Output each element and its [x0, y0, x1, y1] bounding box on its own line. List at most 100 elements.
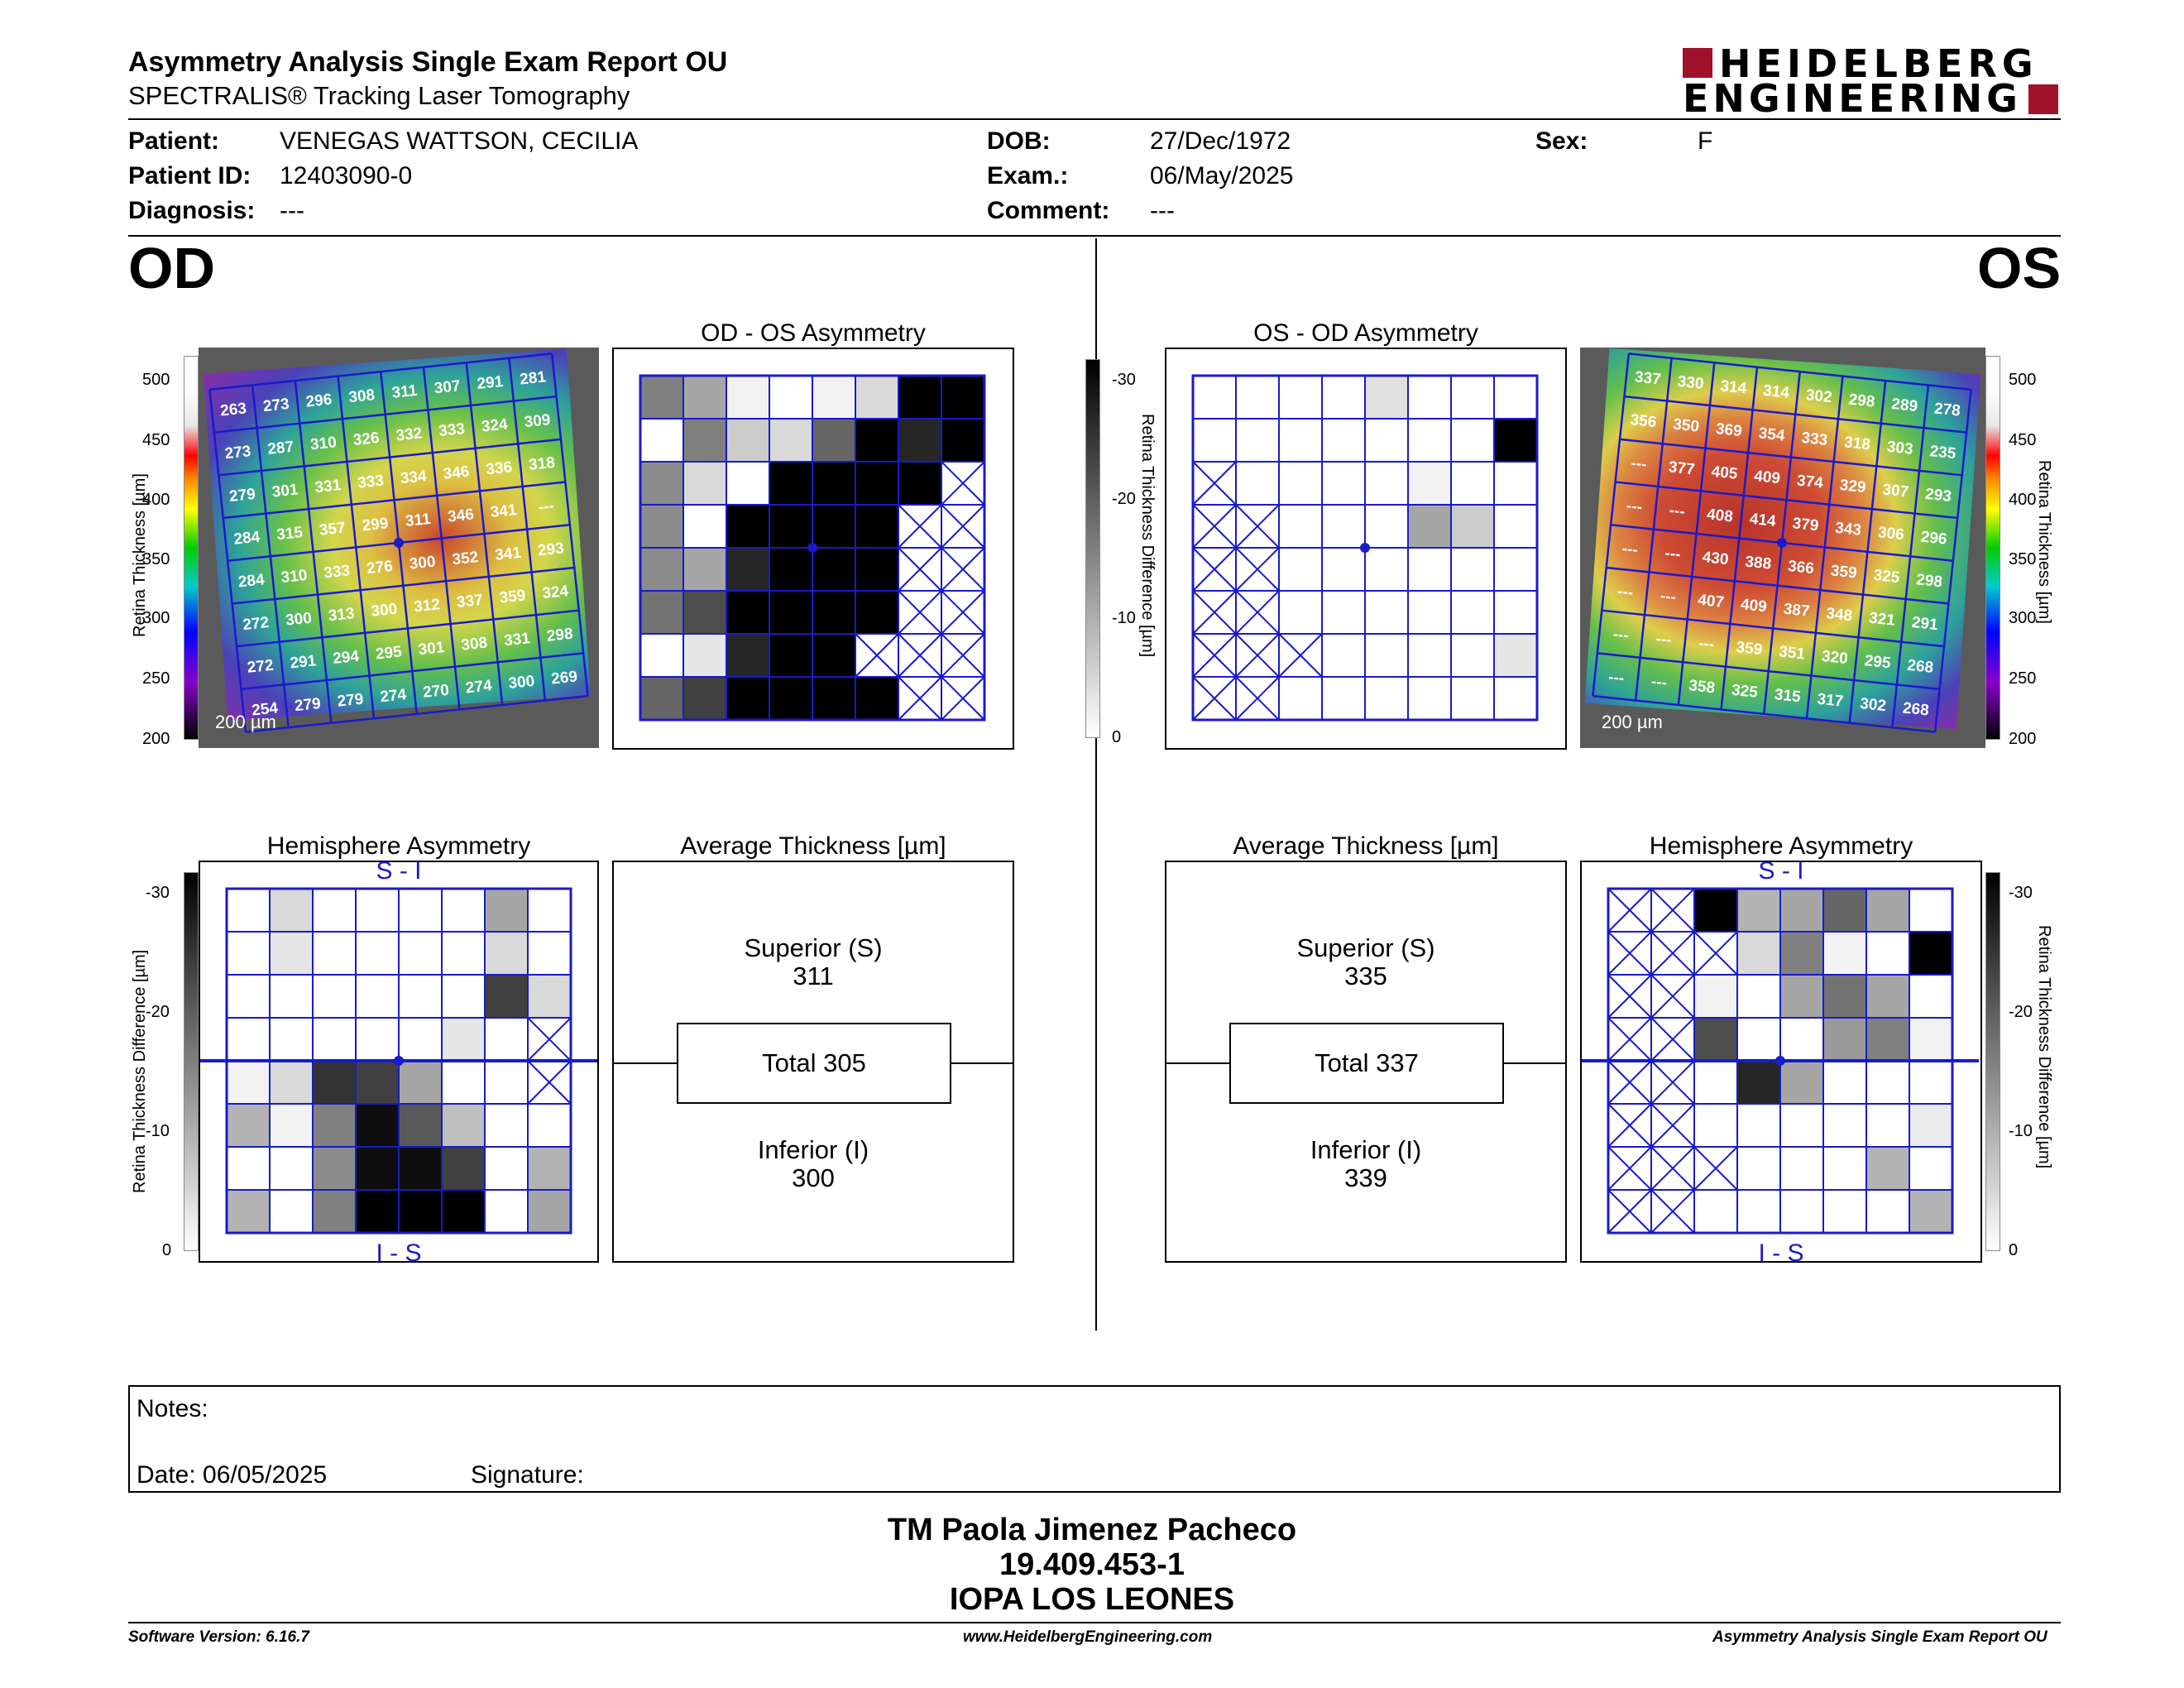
os-thick-value: 374 — [1796, 472, 1824, 492]
os-hemi-cell — [1736, 974, 1781, 1019]
exam-label: Exam.: — [987, 162, 1069, 189]
od-thick-value: 308 — [347, 386, 376, 406]
os-thick-value: 325 — [1731, 682, 1759, 702]
signer-id: 19.409.453-1 — [999, 1547, 1185, 1582]
patient-id-label: Patient ID: — [128, 162, 251, 189]
os-thick-value: 359 — [1830, 562, 1858, 582]
od-hemi-cell — [441, 931, 486, 976]
os-avg-title: Average Thickness [µm] — [1233, 832, 1499, 860]
od-hemi-tick-0: 0 — [162, 1241, 172, 1259]
os-asym-cell — [1493, 633, 1538, 678]
os-thick-value: 306 — [1877, 524, 1905, 544]
report-title: Asymmetry Analysis Single Exam Report OU — [128, 46, 728, 78]
os-asym-cell — [1321, 418, 1366, 463]
os-inferior-value: 339 — [1344, 1163, 1387, 1192]
od-thick-value: 301 — [271, 481, 299, 501]
od-asym-cell — [726, 676, 770, 721]
os-hemi-cell — [1779, 931, 1824, 976]
od-thick-value: 295 — [375, 643, 403, 663]
od-hemi-cell — [484, 1103, 529, 1148]
footer-report-name: Asymmetry Analysis Single Exam Report OU — [1712, 1628, 2048, 1646]
od-asym-cell — [769, 504, 813, 549]
od-hemi-cell — [484, 974, 529, 1019]
os-asym-fovea-dot — [1360, 543, 1370, 553]
od-thick-value: 301 — [418, 639, 446, 659]
os-thick-value: 235 — [1929, 443, 1957, 463]
od-thick-value: 279 — [337, 691, 365, 711]
od-hemi-cell — [269, 931, 314, 976]
od-hemi-cell — [355, 1146, 400, 1191]
os-hemi-cell — [1736, 1060, 1781, 1105]
od-asym-cell — [639, 547, 684, 592]
od-asym-cell — [855, 676, 899, 721]
os-thick-value: 278 — [1933, 400, 1961, 420]
od-hemi-cell — [226, 1146, 271, 1191]
os-thick-value: 366 — [1787, 558, 1815, 578]
od-asym-cell — [769, 418, 813, 463]
diff-tick-top-30: -30 — [1112, 371, 1136, 389]
os-hemi-panel: S - I I - S — [1580, 857, 1982, 1267]
od-asym-cell-excluded — [898, 633, 942, 678]
od-asym-cell-excluded — [941, 590, 985, 635]
od-scale-label: 200 µm — [215, 712, 276, 732]
os-hemi-cell — [1822, 1017, 1867, 1062]
os-thick-value: 330 — [1677, 373, 1705, 393]
os-thick-tick-350: 350 — [2009, 550, 2037, 568]
notes-box[interactable]: Notes: Date: 06/05/2025 Signature: — [128, 1385, 2061, 1493]
od-thick-value: 357 — [318, 520, 347, 539]
os-thick-value: 388 — [1744, 554, 1772, 573]
od-thick-value: 279 — [228, 486, 256, 506]
os-thick-tick-300: 300 — [2009, 609, 2037, 627]
os-asym-cell — [1493, 461, 1538, 506]
os-asym-cell-excluded — [1192, 633, 1237, 678]
os-asym-cell — [1192, 418, 1237, 463]
os-thick-fovea-dot — [1777, 538, 1787, 548]
os-hemi-cell — [1866, 974, 1910, 1019]
os-thick-value: 333 — [1800, 429, 1828, 449]
od-hemi-cell — [312, 888, 357, 933]
od-thick-value: 326 — [352, 429, 381, 449]
os-asym-cell — [1450, 418, 1495, 463]
os-thick-value: 350 — [1672, 416, 1700, 436]
od-hemi-cell — [441, 974, 486, 1019]
os-hemi-title: Hemisphere Asymmetry — [1649, 832, 1913, 860]
od-thick-value: 324 — [541, 583, 569, 602]
os-asym-cell — [1450, 676, 1495, 721]
logo-line1: HEIDELBERG — [1719, 41, 2038, 86]
os-hemi-cell — [1822, 974, 1867, 1019]
od-thick-value: 315 — [275, 524, 304, 544]
od-thick-value: 300 — [285, 610, 313, 630]
od-thick-value: 334 — [400, 468, 428, 487]
os-thick-value: 377 — [1668, 458, 1696, 478]
os-hemi-cell — [1866, 1146, 1910, 1191]
od-hemi-cell — [226, 931, 271, 976]
os-asym-cell — [1450, 590, 1495, 635]
os-thickness-axis-label: Retina Thickness [µm] — [2035, 460, 2053, 624]
os-asym-cell-excluded — [1235, 590, 1280, 635]
od-thick-value: 307 — [433, 377, 462, 397]
os-thick-value: 296 — [1920, 529, 1948, 549]
os-hemi-cell-excluded — [1650, 931, 1695, 976]
od-asym-cell — [682, 590, 727, 635]
od-hemi-cell — [398, 1017, 443, 1062]
os-thick-value: --- — [1607, 669, 1625, 688]
od-hemi-cell — [484, 931, 529, 976]
os-thick-value: 314 — [1719, 377, 1747, 397]
od-asym-cell — [726, 461, 770, 506]
od-asym-cell — [726, 590, 770, 635]
os-asym-cell — [1364, 676, 1409, 721]
od-hemi-cell — [226, 888, 271, 933]
os-total-box: Total 337 — [1229, 1023, 1504, 1104]
exam-value: 06/May/2025 — [1150, 162, 1294, 189]
od-thick-value: 274 — [465, 677, 493, 697]
os-hemi-cell — [1779, 1060, 1824, 1105]
os-asym-cell — [1364, 633, 1409, 678]
os-thick-tick-400: 400 — [2009, 491, 2037, 509]
footer-website[interactable]: www.HeidelbergEngineering.com — [963, 1628, 1213, 1646]
os-asym-cell — [1278, 676, 1323, 721]
os-hemi-cell — [1822, 888, 1867, 933]
os-hemi-cell-excluded — [1607, 931, 1652, 976]
od-hemi-cell — [269, 1060, 314, 1105]
od-hemi-cell — [527, 974, 572, 1019]
od-thick-value: 310 — [280, 567, 309, 587]
